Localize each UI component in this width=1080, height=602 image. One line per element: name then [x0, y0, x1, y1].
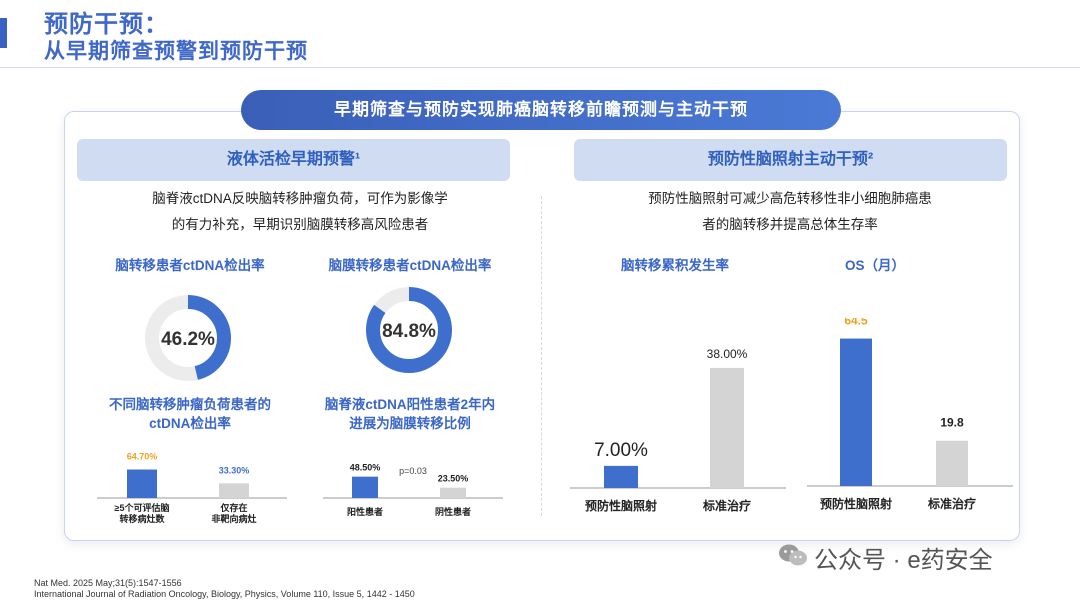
bar1-title-line1: 不同脑转移肿瘤负荷患者的 — [109, 397, 271, 412]
bar-1 — [840, 338, 872, 486]
left-description: 脑脊液ctDNA反映脑转移肿瘤负荷，可作为影像学 的有力补充，早期识别脑膜转移高… — [80, 186, 520, 238]
donut1-chart: 46.2% — [145, 295, 231, 381]
donut1-title: 脑转移患者ctDNA检出率 — [115, 258, 265, 273]
bar2-title-line2: 进展为脑膜转移比例 — [349, 416, 471, 431]
bar-2 — [936, 440, 968, 486]
category-label-2-line1: 仅存在 — [219, 502, 247, 513]
bar-2 — [440, 487, 466, 498]
footnote-1: Nat Med. 2025 May;31(5):1547-1556 — [34, 578, 182, 588]
bar-value-label-2: 19.8 — [940, 416, 964, 430]
left-description-line2: 的有力补充，早期识别脑膜转移高风险患者 — [171, 217, 429, 232]
bar2-chart: 48.50% 阳性患者 23.50% 阴性患者 — [323, 463, 503, 517]
bar-2 — [710, 367, 744, 488]
left-description-line1: 脑脊液ctDNA反映脑转移肿瘤负荷，可作为影像学 — [152, 191, 448, 206]
bar-1 — [604, 465, 638, 488]
donut1-arc — [145, 295, 231, 381]
right-description-line2: 者的脑转移并提高总体生存率 — [702, 217, 878, 232]
footnote-2: International Journal of Radiation Oncol… — [34, 589, 415, 599]
donut1-value-label: 46.2% — [161, 329, 215, 350]
chart1-bars: 7.00% 预防性脑照射 38.00% 标准治疗 — [570, 347, 786, 513]
bar-1 — [352, 476, 378, 498]
bar-value-label-2: 38.00% — [707, 347, 748, 361]
category-label-1: 预防性脑照射 — [585, 498, 657, 513]
category-label-1: 预防性脑照射 — [820, 496, 892, 511]
bar-value-label-2: 23.50% — [438, 474, 469, 484]
donut2-arc — [366, 287, 452, 373]
chart1-title: 脑转移累积发生率 — [621, 258, 729, 273]
bar1-title: 不同脑转移肿瘤负荷患者的 ctDNA检出率 — [85, 395, 295, 433]
wechat-icon — [779, 544, 807, 566]
watermark-text: 公众号 · e药安全 — [814, 547, 993, 574]
bar-2 — [219, 483, 249, 498]
pvalue-label: p=0.03 — [399, 466, 427, 476]
bar-value-label-1: 7.00% — [594, 440, 648, 461]
bar-value-label-1: 48.50% — [350, 463, 381, 473]
right-section-heading: 预防性脑照射主动干预² — [574, 139, 1007, 181]
chart2-title: OS（月） — [844, 258, 905, 273]
donut2-title: 脑膜转移患者ctDNA检出率 — [328, 258, 492, 273]
bar-1 — [127, 469, 157, 498]
section-divider — [541, 196, 542, 516]
main-banner: 早期筛查与预防实现肺癌脑转移前瞻预测与主动干预 — [241, 90, 841, 130]
bar1-title-line2: ctDNA检出率 — [149, 416, 231, 431]
bar2-title-line1: 脑脊液ctDNA阳性患者2年内 — [324, 397, 496, 412]
category-label-2: 标准治疗 — [702, 498, 751, 513]
category-label-1-line1: ≥5个可评估脑 — [115, 502, 170, 513]
header-divider — [0, 67, 1080, 68]
right-description: 预防性脑照射可减少高危转移性非小细胞肺癌患 者的脑转移并提高总体生存率 — [570, 186, 1010, 238]
category-label-2: 阴性患者 — [435, 506, 471, 517]
page-title: 预防干预： — [44, 11, 169, 38]
category-label-2-line2: 非靶向病灶 — [211, 513, 256, 524]
category-label-1: 阳性患者 — [347, 506, 383, 517]
donut2-value-label: 84.8% — [382, 321, 436, 342]
bar-value-label-1: 64.70% — [127, 452, 158, 462]
category-label-2: 标准治疗 — [927, 496, 976, 511]
bar2-title: 脑脊液ctDNA阳性患者2年内 进展为脑膜转移比例 — [305, 395, 515, 433]
title-accent-bar — [0, 18, 7, 48]
bar-value-label-2: 33.30% — [219, 465, 250, 475]
page-subtitle: 从早期筛查预警到预防干预 — [44, 40, 308, 63]
bar-value-label-1: 64.5 — [844, 318, 868, 328]
category-label-1-line2: 转移病灶数 — [119, 513, 165, 524]
donut2-chart: 84.8% — [366, 287, 452, 373]
chart2-bars: 64.5 预防性脑照射 19.8 标准治疗 — [807, 318, 1013, 511]
left-section-heading: 液体活检早期预警¹ — [77, 139, 510, 181]
right-description-line1: 预防性脑照射可减少高危转移性非小细胞肺癌患 — [648, 191, 932, 206]
